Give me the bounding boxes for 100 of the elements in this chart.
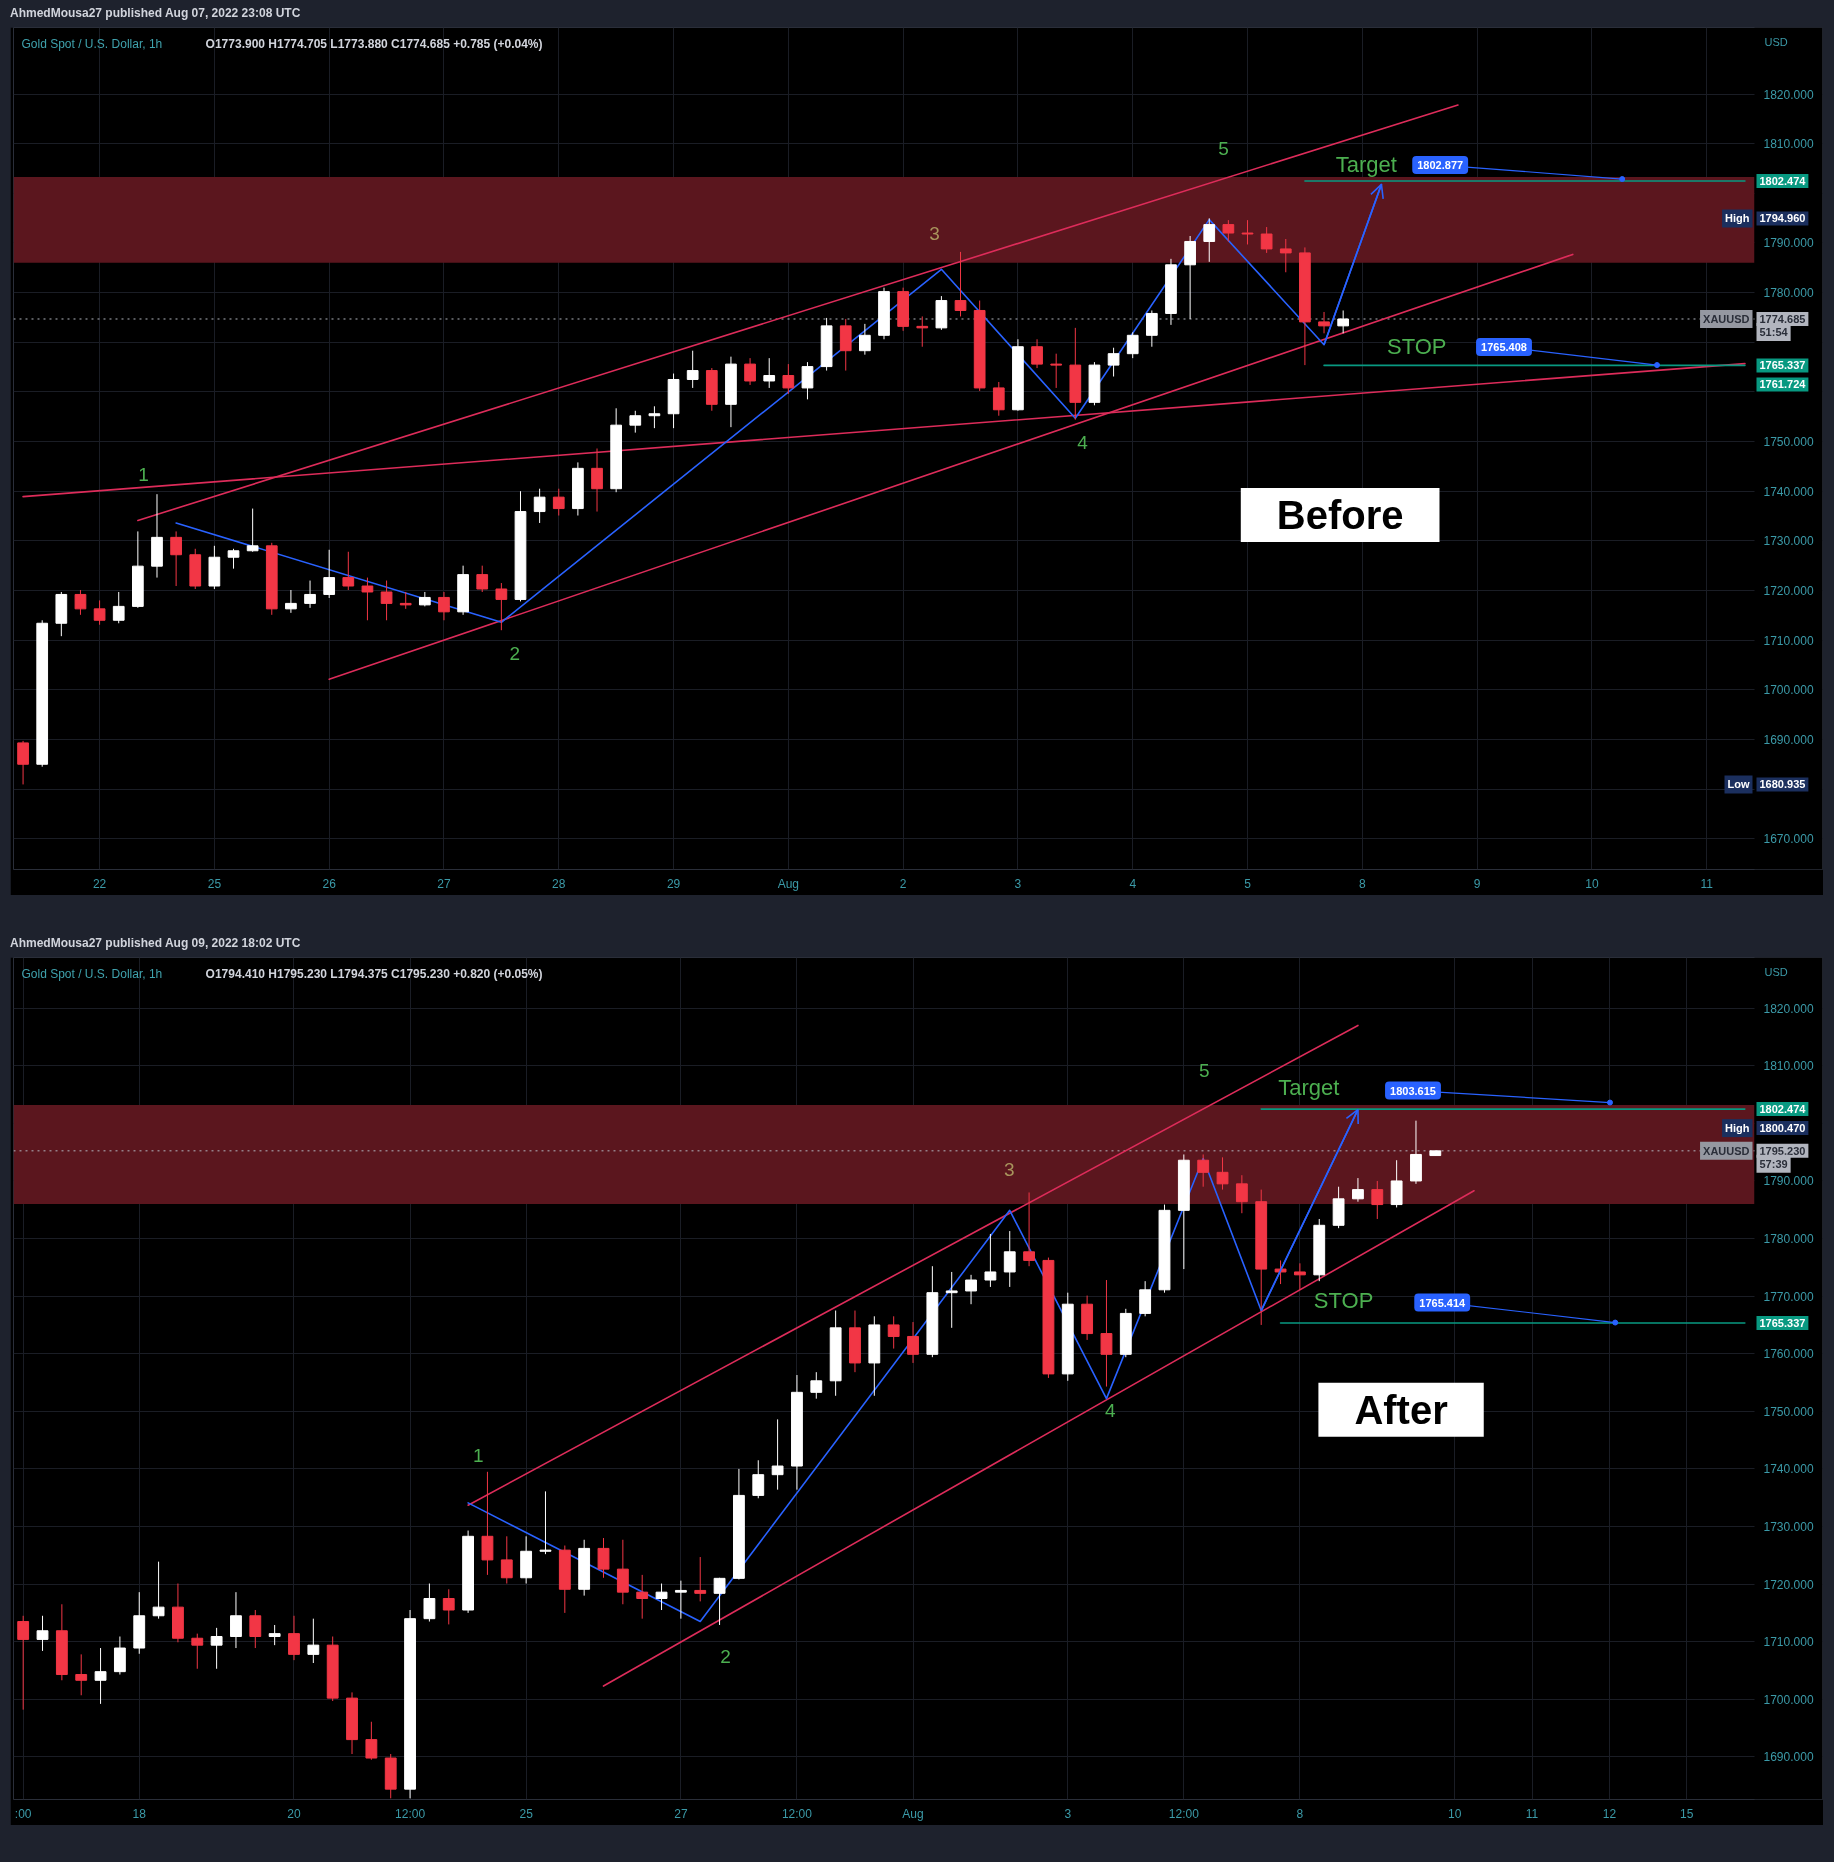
annotation: 1765.408 <box>1481 341 1527 354</box>
x-tick-label: 11 <box>1525 1806 1539 1821</box>
candlestick <box>655 1583 668 1611</box>
x-tick-label: 5 <box>1244 876 1252 891</box>
y-tick-label: 1780.000 <box>1763 1232 1814 1247</box>
candlestick <box>17 740 29 785</box>
x-tick-label: 11 <box>1700 876 1714 891</box>
series-label: 1802.474 <box>1759 1103 1807 1116</box>
ref-line-label: XAUUSD 1774.685 51:54 <box>1703 313 1806 338</box>
candlestick <box>713 1577 726 1626</box>
candlestick <box>1031 338 1043 369</box>
candlestick <box>495 582 508 631</box>
candlestick <box>500 1535 513 1585</box>
candlestick <box>533 488 546 524</box>
candlestick <box>1222 219 1235 242</box>
y-axis-title: USD <box>1764 35 1788 48</box>
x-tick-label: 9 <box>1473 876 1481 891</box>
x-tick-label: 25 <box>207 876 222 891</box>
candlestick <box>365 1721 378 1761</box>
text: AhmedMousa27 published Aug 09, 2022 18:02 UTC <box>10 935 301 952</box>
candlestick <box>1260 226 1273 254</box>
y-tick-label: 1750.000 <box>1763 435 1814 450</box>
y-tick-label: 1690.000 <box>1763 1750 1814 1765</box>
candlestick <box>1318 311 1330 334</box>
candlestick <box>74 589 87 616</box>
text: Gold Spot / U.S. Dollar, 1h <box>21 966 163 981</box>
candlestick <box>636 1574 649 1620</box>
candlestick <box>859 323 871 356</box>
candlestick <box>323 549 336 599</box>
candlestick <box>552 488 565 517</box>
text: AhmedMousa27 published Aug 07, 2022 23:08 UTC <box>10 5 301 22</box>
x-tick-label: 8 <box>1296 1806 1304 1821</box>
candlestick <box>246 508 259 553</box>
y-tick-label: 1710.000 <box>1763 1635 1814 1650</box>
x-tick-label: :00 <box>14 1806 32 1821</box>
candlestick <box>1241 219 1254 245</box>
y-axis-title: USD <box>1764 965 1788 978</box>
y-tick-label: 1690.000 <box>1763 732 1814 747</box>
annotation: STOP <box>1313 1287 1374 1313</box>
candlestick <box>752 1459 765 1499</box>
text: Gold Spot / U.S. Dollar, 1h <box>21 36 163 51</box>
candlestick <box>288 1615 300 1661</box>
candlestick <box>1352 1177 1364 1203</box>
annotation: After <box>1354 1387 1448 1432</box>
candlestick <box>1216 1156 1229 1191</box>
candlestick <box>771 1418 784 1491</box>
annotation: 3 <box>1004 1159 1015 1181</box>
candlestick <box>1126 331 1139 359</box>
candlestick <box>307 1618 320 1664</box>
y-tick-label: 1710.000 <box>1763 633 1814 648</box>
candlestick <box>1235 1174 1248 1214</box>
candlestick <box>93 599 106 626</box>
text: O1794.410 H1795.230 L1794.375 C1795.230 +0.820 (+0.05%) <box>205 966 543 981</box>
x-tick-label: 2 <box>899 876 907 891</box>
candlestick <box>907 1321 919 1364</box>
candlestick <box>94 1647 107 1705</box>
y-tick-label: 1810.000 <box>1763 1059 1814 1074</box>
candlestick <box>75 1653 88 1696</box>
annotation: STOP <box>1387 334 1447 360</box>
candlestick <box>152 1561 165 1620</box>
x-tick-label: 8 <box>1358 876 1366 891</box>
text: 1761.724 <box>1759 378 1807 391</box>
candlestick <box>954 251 967 317</box>
candlestick <box>597 1537 610 1579</box>
x-tick-label: 3 <box>1064 1806 1072 1821</box>
candlestick <box>1139 1280 1152 1317</box>
candlestick <box>1274 1259 1287 1285</box>
x-tick-label: 18 <box>132 1806 147 1821</box>
candlestick <box>648 405 661 429</box>
annotation: 1765.414 <box>1419 1296 1467 1309</box>
candlestick <box>304 580 316 609</box>
x-tick-label: 27 <box>437 876 451 891</box>
x-tick-label: 12:00 <box>395 1806 426 1821</box>
y-tick-label: 1790.000 <box>1763 1174 1814 1189</box>
y-tick-label: 1750.000 <box>1763 1404 1814 1419</box>
annotation: 1803.615 <box>1390 1084 1436 1097</box>
annotation: Target <box>1335 151 1397 177</box>
candlestick <box>1337 309 1350 334</box>
candlestick <box>984 1233 997 1288</box>
candlestick <box>674 1580 687 1620</box>
candlestick <box>591 448 603 513</box>
annotation: 1802.877 <box>1417 159 1464 172</box>
candlestick <box>438 591 450 621</box>
candlestick <box>1023 1191 1035 1267</box>
candlestick <box>249 1609 262 1649</box>
candlestick <box>782 363 795 395</box>
series-label: 1765.337 <box>1759 359 1806 372</box>
candlestick <box>361 577 374 621</box>
candlestick <box>380 580 393 621</box>
y-tick-label: 1670.000 <box>1763 832 1814 847</box>
candlestick <box>616 1539 629 1605</box>
annotation: 2 <box>509 643 521 665</box>
series-label: 1802.474 <box>1759 175 1807 188</box>
candlestick <box>36 1615 49 1652</box>
candlestick <box>191 1633 204 1670</box>
annotation: Before <box>1276 493 1404 538</box>
candlestick <box>227 548 240 570</box>
annotation: 4 <box>1077 432 1089 454</box>
x-tick-label: 12:00 <box>1168 1806 1200 1821</box>
y-tick-label: 1780.000 <box>1763 286 1814 301</box>
